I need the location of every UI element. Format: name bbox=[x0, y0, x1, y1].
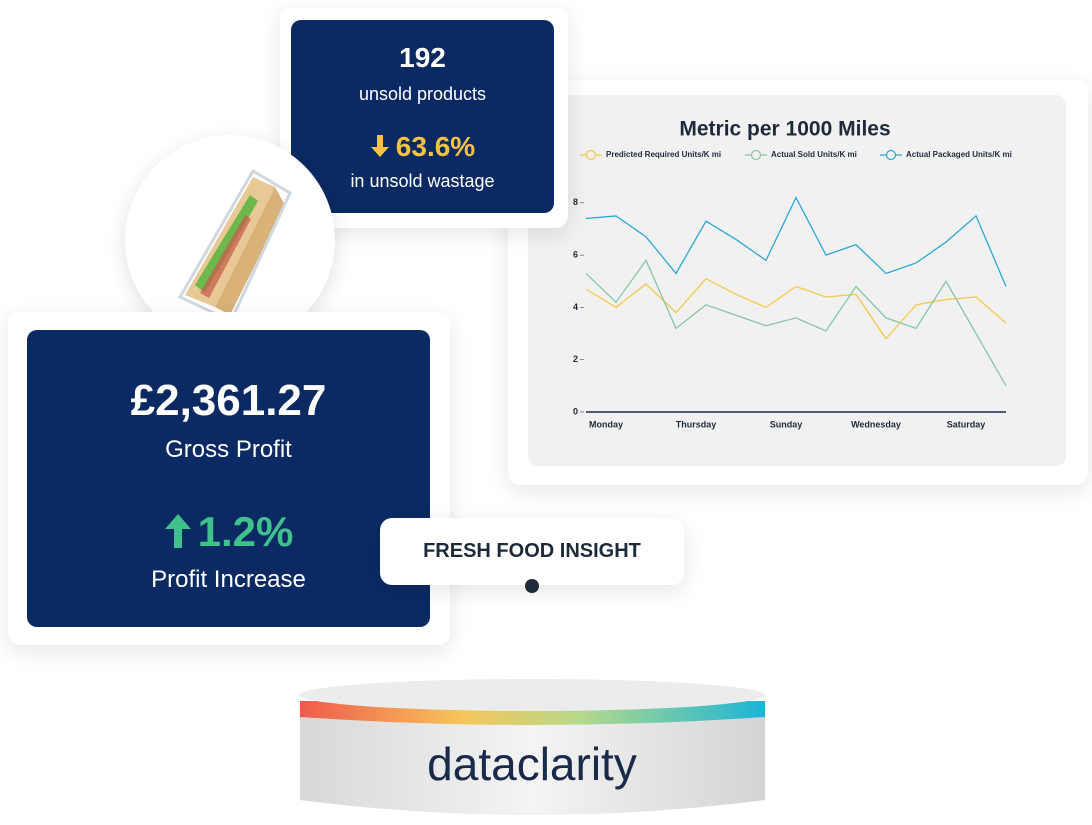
wastage-value: 63.6% bbox=[395, 131, 476, 162]
insight-badge: FRESH FOOD INSIGHT bbox=[380, 518, 684, 585]
brand-podium: dataclarity bbox=[299, 679, 765, 815]
up-arrow bbox=[164, 514, 191, 548]
chart-title: Metric per 1000 Miles bbox=[679, 118, 890, 141]
badge-label: FRESH FOOD INSIGHT bbox=[423, 540, 641, 562]
legend-marker bbox=[885, 149, 897, 161]
x-tick-label: Wednesday bbox=[851, 419, 901, 429]
y-tick-label: 4 bbox=[573, 302, 578, 312]
badge-dot bbox=[525, 579, 539, 593]
x-tick-label: Saturday bbox=[947, 419, 986, 429]
legend-marker bbox=[750, 149, 762, 161]
brand-name: dataclarity bbox=[427, 738, 637, 790]
y-tick-label: 8 bbox=[573, 197, 578, 207]
product-image bbox=[125, 135, 335, 345]
profit-change-value: 1.2% bbox=[197, 508, 294, 555]
gross-profit-value: £2,361.27 bbox=[130, 376, 327, 425]
series-line bbox=[585, 259, 1007, 387]
chart-panel: Metric per 1000 Miles 0 2 4 6 8 Monday Thursda… bbox=[528, 95, 1066, 466]
legend-label: Predicted Required Units/K mi bbox=[606, 150, 721, 159]
x-tick-label: Monday bbox=[589, 419, 623, 429]
profit-card: £2,361.27 Gross Profit 1.2% Profit Incre… bbox=[27, 330, 430, 627]
unsold-count: 192 bbox=[399, 42, 446, 73]
legend-marker bbox=[585, 149, 597, 161]
y-tick-label: 6 bbox=[573, 250, 578, 260]
legend-label: Actual Packaged Units/K mi bbox=[906, 150, 1012, 159]
profit-change: 1.2% bbox=[27, 508, 430, 556]
series-line bbox=[585, 196, 1007, 287]
x-tick-label: Thursday bbox=[676, 419, 717, 429]
unsold-label: unsold products bbox=[358, 84, 487, 104]
y-tick-label: 2 bbox=[573, 354, 578, 364]
down-arrow bbox=[370, 135, 389, 157]
y-tick-label: 0 bbox=[573, 406, 578, 416]
wastage-change: 63.6% bbox=[291, 131, 554, 163]
series-line bbox=[585, 277, 1007, 340]
gross-profit-label: Gross Profit bbox=[165, 436, 292, 463]
sandwich-illustration bbox=[177, 168, 292, 324]
chart: Metric per 1000 Miles 0 2 4 6 8 Monday Thursda… bbox=[573, 118, 1012, 430]
profit-change-label: Profit Increase bbox=[151, 566, 306, 593]
wastage-label: in unsold wastage bbox=[350, 171, 495, 191]
unsold-card: 192 unsold products 63.6% in unsold wast… bbox=[291, 20, 554, 213]
legend-label: Actual Sold Units/K mi bbox=[771, 150, 857, 159]
x-tick-label: Sunday bbox=[770, 419, 803, 429]
